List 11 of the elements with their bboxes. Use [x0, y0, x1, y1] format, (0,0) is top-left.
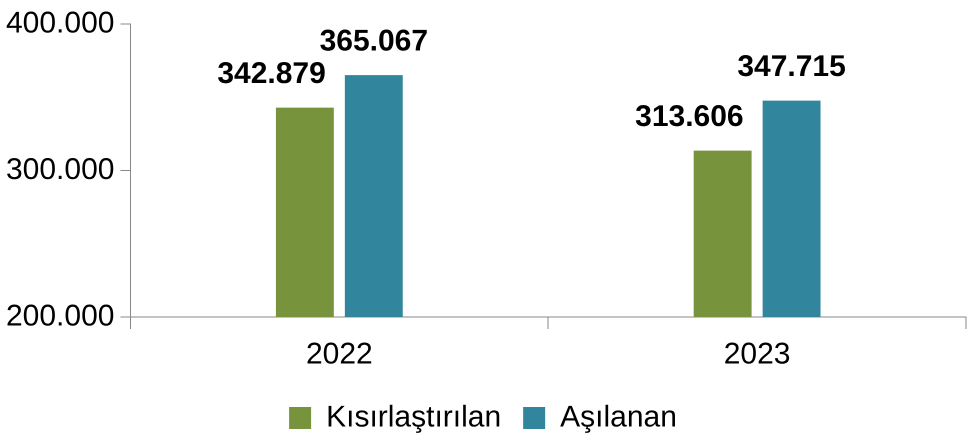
data-label: 365.067 — [320, 24, 428, 58]
y-tick-label: 300.000 — [6, 152, 114, 186]
legend-label: Aşılanan — [560, 400, 677, 434]
data-label: 313.606 — [635, 100, 744, 133]
x-tick-label: 2022 — [306, 337, 373, 370]
legend-label: Kısırlaştırılan — [326, 400, 502, 434]
y-tick-label: 200.000 — [6, 299, 114, 332]
y-tick-label: 400.000 — [6, 6, 114, 40]
x-tick-label: 2023 — [724, 337, 790, 370]
data-label: 347.715 — [737, 50, 846, 83]
data-label: 342.879 — [217, 56, 326, 90]
